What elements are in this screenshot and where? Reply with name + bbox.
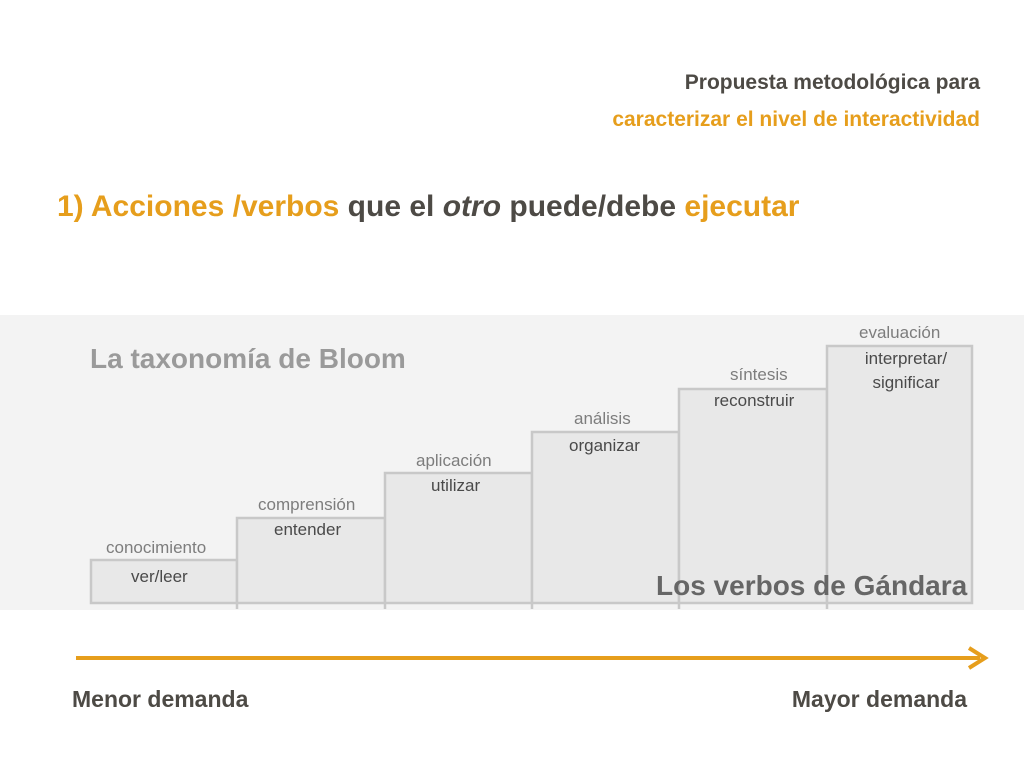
mayor-demanda-label: Mayor demanda bbox=[791, 686, 967, 712]
step-verb-entender: entender bbox=[274, 520, 342, 539]
step-verb-organizar: organizar bbox=[569, 436, 640, 455]
step-verb-significar: significar bbox=[872, 373, 940, 392]
menor-demanda-label: Menor demanda bbox=[72, 686, 249, 712]
title-part-puede-debe: puede/debe bbox=[501, 190, 685, 223]
step-verb-ver-leer: ver/leer bbox=[131, 567, 188, 586]
step-verb-utilizar: utilizar bbox=[431, 476, 481, 495]
title-part-ejecutar: ejecutar bbox=[684, 190, 800, 223]
staircase-graphic bbox=[89, 344, 974, 610]
step-6-block bbox=[825, 344, 974, 605]
step-dashed-dividers bbox=[235, 603, 829, 610]
step-5-block bbox=[677, 387, 829, 605]
title-part-que-el: que el bbox=[339, 190, 443, 223]
step-2-block bbox=[235, 516, 387, 605]
step-label-evaluacion: evaluación bbox=[859, 323, 941, 342]
gandara-verbs-caption: Los verbos de Gándara bbox=[656, 570, 968, 601]
step-label-aplicacion: aplicación bbox=[416, 451, 492, 470]
step-4-block bbox=[530, 430, 681, 605]
step-3-block bbox=[383, 471, 534, 605]
step-1-block bbox=[89, 558, 239, 605]
header-subtitle-line-1: Propuesta metodológica para bbox=[684, 71, 980, 94]
step-verb-interpretar-significar: interpretar/ significar bbox=[856, 347, 956, 395]
title-part-otro: otro bbox=[442, 190, 502, 223]
arrow-head-icon bbox=[967, 646, 989, 670]
step-label-sintesis: síntesis bbox=[730, 365, 788, 384]
title-part-acciones: 1) Acciones /verbos bbox=[57, 190, 340, 223]
step-label-comprension: comprensión bbox=[258, 495, 356, 514]
step-verb-reconstruir: reconstruir bbox=[714, 391, 795, 410]
step-label-analisis: análisis bbox=[574, 409, 631, 428]
header-subtitle-line-2: caracterizar el nivel de interactividad bbox=[612, 108, 980, 131]
demand-arrow bbox=[76, 646, 989, 670]
step-label-conocimiento: conocimiento bbox=[106, 538, 207, 557]
bloom-taxonomy-heading: La taxonomía de Bloom bbox=[90, 343, 406, 374]
step-verb-interpretar: interpretar/ bbox=[864, 349, 948, 368]
slide-title: 1) Acciones /verbos que el otro puede/de… bbox=[57, 190, 799, 224]
bloom-staircase-figure: La taxonomía de Bloom conocimiento ver/l… bbox=[0, 315, 1024, 610]
